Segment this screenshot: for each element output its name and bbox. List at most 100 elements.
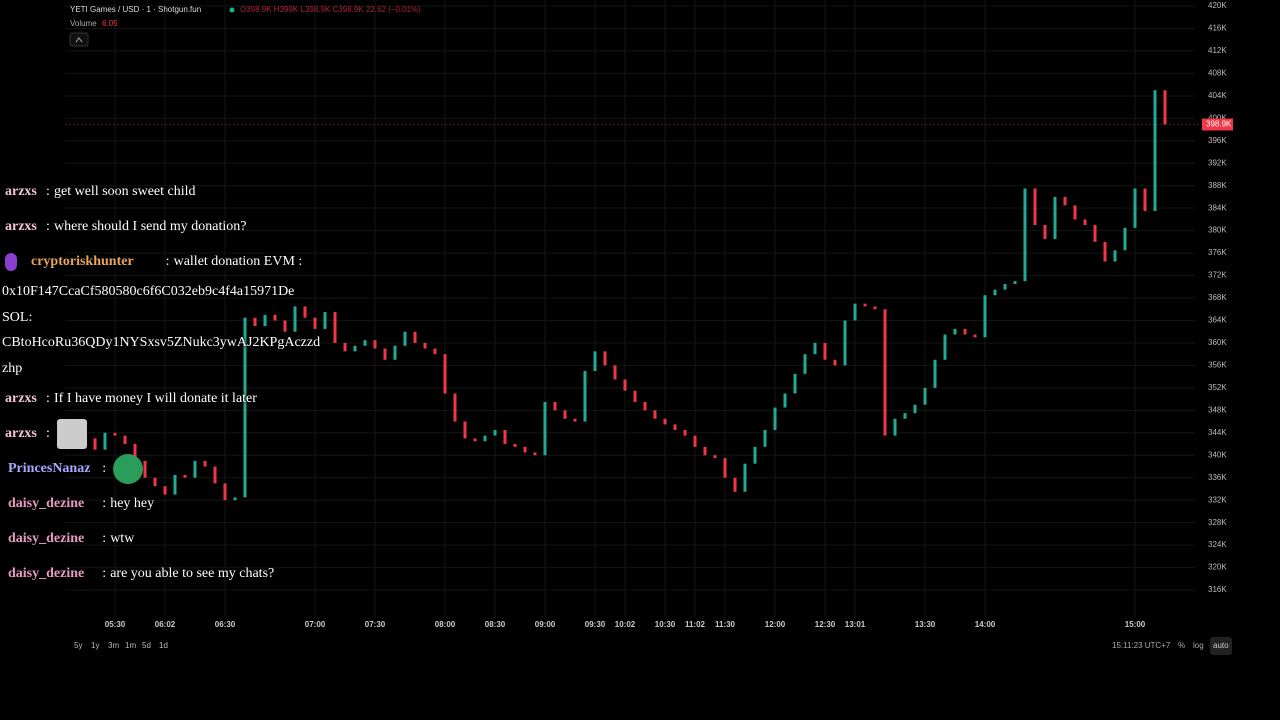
chat-colon: : — [46, 391, 50, 406]
candle — [983, 295, 987, 338]
chat-text: are you able to see my chats? — [110, 566, 275, 581]
y-tick-label: 416K — [1208, 24, 1227, 33]
candle — [143, 460, 147, 478]
chat-text: wtw — [110, 531, 135, 546]
clock: 15:11:23 UTC+7 — [1112, 641, 1171, 650]
candle — [1053, 196, 1057, 240]
candle — [653, 410, 657, 419]
candle — [1043, 225, 1047, 240]
candle — [353, 345, 357, 352]
candle — [783, 393, 787, 408]
x-tick-label: 08:30 — [485, 620, 506, 629]
chat-text: SOL: — [2, 309, 33, 325]
y-tick-label: 400K — [1208, 113, 1227, 122]
candle — [813, 342, 817, 355]
candle — [963, 328, 967, 335]
candle — [683, 429, 687, 436]
auto-bg — [1210, 637, 1232, 655]
y-tick-label: 364K — [1208, 316, 1227, 325]
chat-text: hey hey — [110, 496, 155, 511]
y-tick-label: 392K — [1208, 158, 1227, 167]
chat-text: get well soon sweet child — [54, 184, 196, 199]
chat-colon: : — [102, 531, 107, 546]
candle — [153, 477, 157, 487]
chat-user: arzxs — [5, 426, 37, 441]
candle — [763, 429, 767, 447]
x-tick-label: 08:00 — [435, 620, 456, 629]
candle — [853, 303, 857, 321]
x-tick-label: 07:00 — [305, 620, 326, 629]
chat-user: daisy_dezine — [8, 566, 85, 581]
candle — [213, 466, 217, 484]
chat-user: arzxs — [5, 184, 37, 199]
candle — [273, 314, 277, 321]
candle — [333, 312, 337, 343]
range-button[interactable]: 3m — [108, 641, 119, 650]
candle — [1003, 283, 1007, 290]
candle — [103, 432, 107, 450]
candle — [883, 309, 887, 436]
candle — [413, 331, 417, 343]
candle — [493, 429, 497, 436]
candle — [563, 410, 567, 419]
candle — [403, 331, 407, 346]
candle — [893, 418, 897, 436]
y-tick-label: 336K — [1208, 473, 1227, 482]
candle — [533, 452, 537, 456]
candle — [703, 446, 707, 456]
candle — [843, 320, 847, 366]
candle — [293, 306, 297, 332]
candle — [363, 340, 367, 346]
candle — [1033, 188, 1037, 226]
candle — [523, 446, 527, 453]
ohlc: O398.9K H399K L398.9K C398.9K 22.62 (−0.… — [240, 5, 421, 14]
candle — [543, 401, 547, 456]
candle — [433, 348, 437, 355]
chat-user: daisy_dezine — [8, 496, 85, 511]
candle — [163, 486, 167, 495]
candle — [1163, 90, 1167, 125]
candle — [953, 328, 957, 335]
chat-colon: : — [102, 496, 107, 511]
log-button[interactable]: log — [1193, 641, 1204, 650]
candle — [93, 438, 97, 450]
range-button[interactable]: 1d — [159, 641, 168, 650]
y-tick-label: 412K — [1208, 46, 1227, 55]
candle — [823, 342, 827, 360]
y-tick-label: 368K — [1208, 293, 1227, 302]
candle — [1123, 227, 1127, 251]
chat-text: 0x10F147CcaCf580580c6f6C032eb9c4f4a15971… — [2, 284, 295, 299]
percent-button[interactable]: % — [1178, 641, 1185, 650]
range-button[interactable]: 5d — [142, 641, 151, 650]
candle — [393, 345, 397, 360]
candle — [1023, 188, 1027, 282]
auto-button[interactable]: auto — [1213, 641, 1229, 650]
candle — [573, 418, 577, 422]
collapse-button[interactable] — [69, 32, 89, 47]
y-tick-label: 352K — [1208, 383, 1227, 392]
candle — [773, 407, 777, 430]
candles: 398.9K — [65, 90, 1233, 501]
candle — [943, 334, 947, 360]
candle — [803, 354, 807, 374]
range-button[interactable]: 1y — [91, 641, 99, 650]
x-tick-label: 10:30 — [655, 620, 676, 629]
candle — [203, 460, 207, 467]
candle — [1093, 225, 1097, 242]
y-tick-label: 316K — [1208, 585, 1227, 594]
range-button[interactable]: 5y — [74, 641, 82, 650]
x-tick-label: 05:30 — [105, 620, 126, 629]
y-tick-label: 384K — [1208, 203, 1227, 212]
y-tick-label: 356K — [1208, 361, 1227, 370]
candle — [733, 477, 737, 492]
candle — [383, 348, 387, 360]
chat-colon: : — [165, 254, 170, 269]
candle — [623, 379, 627, 391]
last-price-label: 398.9K — [1206, 120, 1232, 129]
candle — [243, 317, 247, 498]
candle — [463, 421, 467, 439]
range-button[interactable]: 1m — [125, 641, 136, 650]
chat-text: CBtoHcoRu36QDy1NYSxsv5ZNukc3ywAJ2KPgAczz… — [2, 335, 321, 350]
status-dot — [229, 7, 235, 13]
